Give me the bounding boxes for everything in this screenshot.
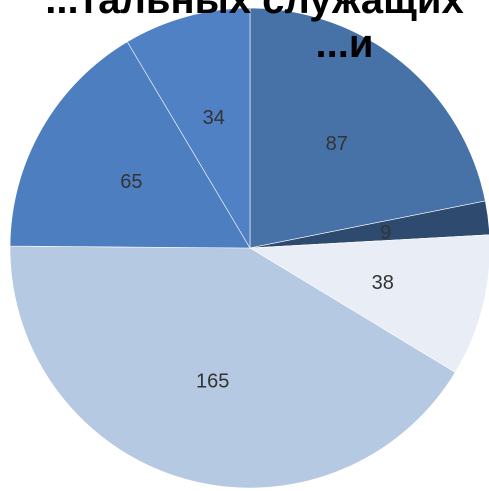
data-label-87: 87 (326, 133, 348, 155)
pie-slice-87 (249, 7, 486, 249)
pie-slice-34 (126, 7, 251, 250)
pie-slice-165 (9, 245, 456, 489)
chart-title-line-2: ...и (315, 22, 374, 66)
data-label-65: 65 (120, 171, 142, 193)
pie-slice-9 (249, 200, 489, 249)
chart-title-line-1: ...тальных служащих (45, 0, 464, 22)
data-label-34: 34 (203, 107, 225, 129)
pie-slice-65 (9, 41, 251, 249)
data-label-9: 9 (380, 222, 391, 244)
pie-slice-38 (249, 234, 489, 373)
data-label-38: 38 (372, 272, 394, 294)
data-label-165: 165 (196, 371, 229, 393)
pie-slices (9, 7, 489, 489)
pie-data-labels: 87 9 38 165 65 34 (120, 107, 394, 393)
